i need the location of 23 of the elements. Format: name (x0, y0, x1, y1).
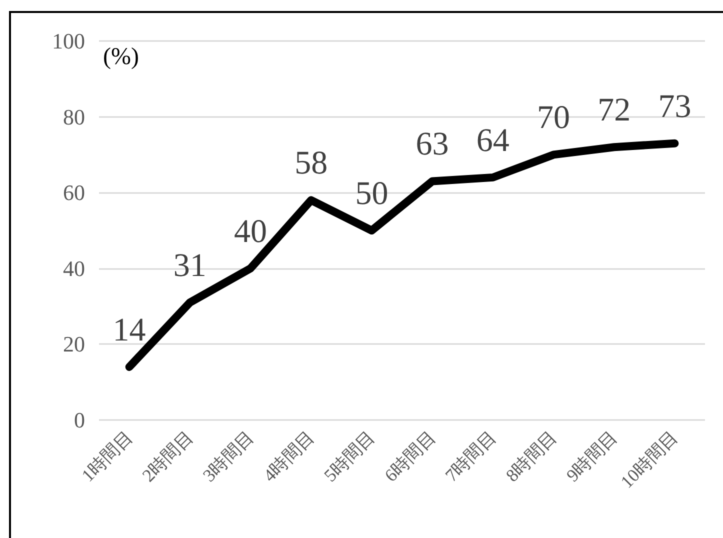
x-tick-label: 7時間目 (441, 426, 500, 486)
x-tick-label: 5時間目 (320, 426, 379, 486)
data-label: 63 (416, 126, 449, 163)
data-label: 31 (173, 248, 206, 284)
x-tick-label: 4時間目 (259, 426, 318, 486)
y-tick-label: 100 (52, 28, 85, 54)
y-tick-label: 60 (63, 180, 85, 206)
y-tick-label: 80 (63, 104, 85, 130)
y-tick-label: 40 (63, 256, 85, 281)
data-label: 73 (658, 88, 692, 125)
x-tick-label: 3時間目 (198, 426, 258, 486)
x-tick-label: 2時間目 (138, 426, 197, 486)
data-label: 50 (355, 176, 388, 212)
y-tick-label: 20 (63, 332, 85, 357)
y-axis-title: (%) (103, 44, 139, 70)
data-label: 72 (598, 92, 631, 129)
data-label: 40 (234, 214, 267, 250)
x-tick-label: 6時間目 (380, 426, 440, 486)
data-label: 58 (294, 146, 328, 182)
x-tick-label: 8時間目 (502, 426, 561, 486)
data-label: 64 (476, 122, 510, 159)
data-label: 14 (112, 312, 146, 348)
data-label: 70 (537, 100, 570, 136)
